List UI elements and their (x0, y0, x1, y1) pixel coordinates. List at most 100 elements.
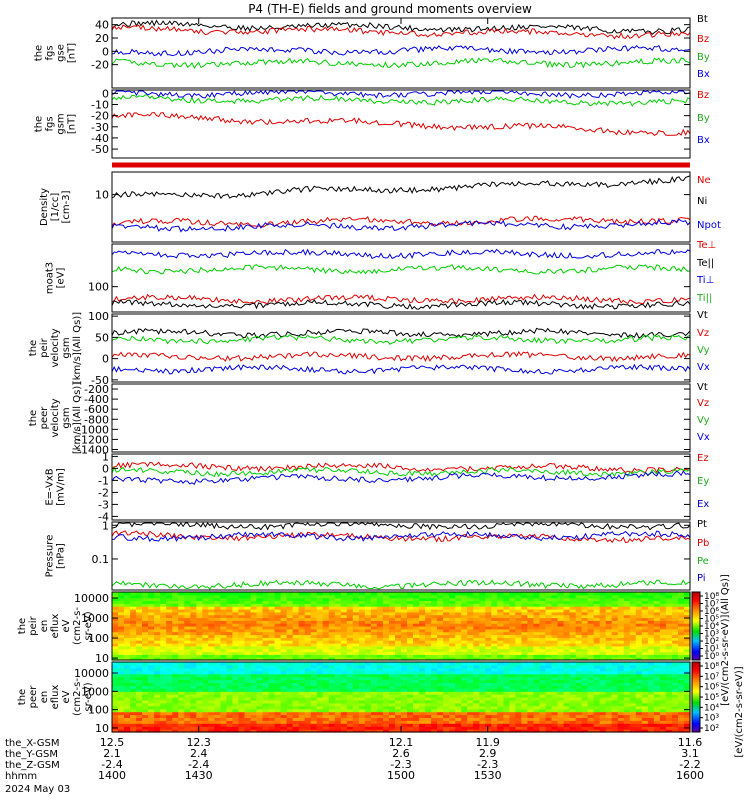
xaxis-row-label: the_Y-GSM (5, 749, 58, 760)
colorbar-label: [eV/(cm2-s-sr-eV)] (734, 666, 745, 757)
colorbar-tick: 10⁷ (704, 672, 719, 682)
xaxis-value: 2.9 (479, 747, 497, 760)
colorbar-tick: 10⁶ (704, 607, 719, 617)
xaxis-row-label: hhmm (5, 771, 37, 782)
panel-density: 10 Density [1/cc] [cm-3] Ne Ni Npot (39, 171, 721, 243)
ytick-label: 40 (95, 19, 109, 32)
ytick-label: 10000 (74, 667, 109, 680)
series-fgs_gse-3 (111, 44, 691, 57)
ytick-label: -50 (91, 143, 109, 156)
series-peir_velocity-1 (111, 350, 691, 363)
ytick-label: -1 (98, 474, 109, 487)
series-peir_velocity-0 (111, 327, 691, 339)
colorbar-tick: 10³ (704, 714, 719, 724)
legend-peir_velocity-Vx: Vx (697, 362, 710, 373)
colorbar-tick: 10⁸ (704, 662, 719, 672)
series-fgs_gsm-0 (111, 111, 691, 137)
legend-peer_velocity-Vt: Vt (697, 382, 708, 393)
panel-peer_eflux: 10000 1000 100 10 the peer en eflux eV (cm2-s-sr-… (17, 661, 691, 735)
xaxis-value: 12.5 (100, 736, 125, 749)
ytick-label: 10000 (74, 592, 109, 605)
legend-density-Ni: Ni (697, 196, 707, 207)
ytick-label: 100 (88, 632, 109, 645)
legend-temperature-Ti||: Ti|| (696, 293, 712, 304)
series-peir_velocity-3 (111, 363, 691, 375)
legend-peer_velocity-Vx: Vx (697, 432, 710, 443)
legend-fgs_gsm-By: By (697, 113, 710, 124)
ylabel-line: the (34, 45, 45, 61)
xaxis-value: 1530 (474, 769, 502, 782)
ylabel-line: the (28, 410, 39, 426)
ytick-label: 20 (95, 32, 109, 45)
series-efield-1 (111, 466, 691, 478)
colorbar-tick: 10² (704, 724, 719, 734)
legend-fgs_gsm-Bz: Bz (697, 90, 709, 101)
xaxis-value: 1500 (387, 769, 415, 782)
spectrogram-peer_eflux (112, 662, 691, 733)
series-temperature-2 (111, 248, 691, 260)
ylabel-line: [nPa] (56, 543, 67, 569)
xaxis-value: -2.3 (477, 758, 498, 771)
series-pressure-1 (111, 530, 691, 544)
series-temperature-3 (111, 263, 691, 275)
ytick-label: -2 (98, 486, 109, 499)
legend-efield-Ez: Ez (697, 453, 709, 464)
series-density-1 (111, 175, 691, 200)
xaxis-value: 12.3 (186, 736, 211, 749)
ylabel-line: sr-eV) (83, 682, 94, 711)
legend-peir_velocity-Vz: Vz (697, 328, 709, 339)
xaxis-value: -2.2 (679, 758, 700, 771)
spectrogram-peir_eflux (112, 592, 691, 661)
ylabel-line: gse (56, 44, 67, 62)
series-temperature-0 (111, 293, 691, 305)
series-density-0 (111, 215, 691, 228)
series-temperature-1 (111, 299, 691, 310)
ylabel-line: en (39, 691, 50, 704)
ylabel-line: [cm-3] (61, 190, 72, 223)
legend-pressure-Pi: Pi (697, 573, 706, 584)
colorbar-tick: 10² (704, 637, 719, 647)
ytick-label: -600 (84, 403, 109, 416)
legend-temperature-Te||: Te|| (696, 258, 714, 269)
colorbar-tick: 10⁰ (704, 652, 719, 662)
colorbar-tick: 10⁵ (704, 615, 719, 625)
ylabel-line: the (17, 618, 28, 634)
ytick-label: -40 (91, 132, 109, 145)
legend-density-Ne: Ne (697, 175, 711, 186)
date-label: 2024 May 03 (5, 784, 70, 795)
series-fgs_gsm-1 (111, 94, 691, 107)
colorbar-tick: 10⁴ (704, 622, 719, 632)
ytick-label: -4 (98, 510, 109, 523)
ylabel-line: peer (39, 406, 50, 430)
ylabel-line: Pressure (45, 535, 56, 578)
xaxis-value: -2.3 (390, 758, 411, 771)
series-fgs_gse-0 (111, 19, 691, 36)
ylabel-line: [nT] (67, 43, 78, 63)
colorbar-tick: 10⁷ (704, 600, 719, 610)
ytick-label: 0 (102, 87, 109, 100)
panel-peer_velocity: -200-400-600-800-1000-1200-1400 the peer ve… (28, 382, 710, 457)
legend-peer_velocity-Vz: Vz (697, 398, 709, 409)
legend-pressure-Pe: Pe (697, 556, 709, 567)
ylabel-line: gsm (61, 337, 72, 358)
series-pressure-0 (111, 522, 691, 531)
panel-efield: 10-1-2-3-4 E=-VxB [mV/m] Ez Ey Ex (45, 450, 710, 523)
ytick-label: -1000 (77, 423, 109, 436)
xaxis-value: 12.1 (389, 736, 414, 749)
ytick-label: 0 (102, 45, 109, 58)
ytick-label: 1 (102, 450, 109, 463)
ylabel-line: [1/cc] (50, 193, 61, 222)
ylabel-line: [km/s](All Qs)] (72, 312, 83, 384)
ylabel-line: eV (61, 690, 72, 703)
ylabel-line: [km/s](All Qs)] (72, 382, 83, 454)
ylabel-line: moat3 (45, 262, 56, 294)
legend-peir_velocity-Vy: Vy (697, 345, 710, 356)
xaxis-value: 2.4 (190, 747, 208, 760)
colorbar-label-overlap: [eV/(cm2-s-sr-eV)](All Qs)] (720, 574, 731, 706)
ylabel-line: peir (28, 615, 39, 635)
ylabel-line: the (34, 116, 45, 132)
legend-temperature-Ti⊥: Ti⊥ (696, 275, 714, 286)
colorbar-tick: 10³ (704, 630, 719, 640)
